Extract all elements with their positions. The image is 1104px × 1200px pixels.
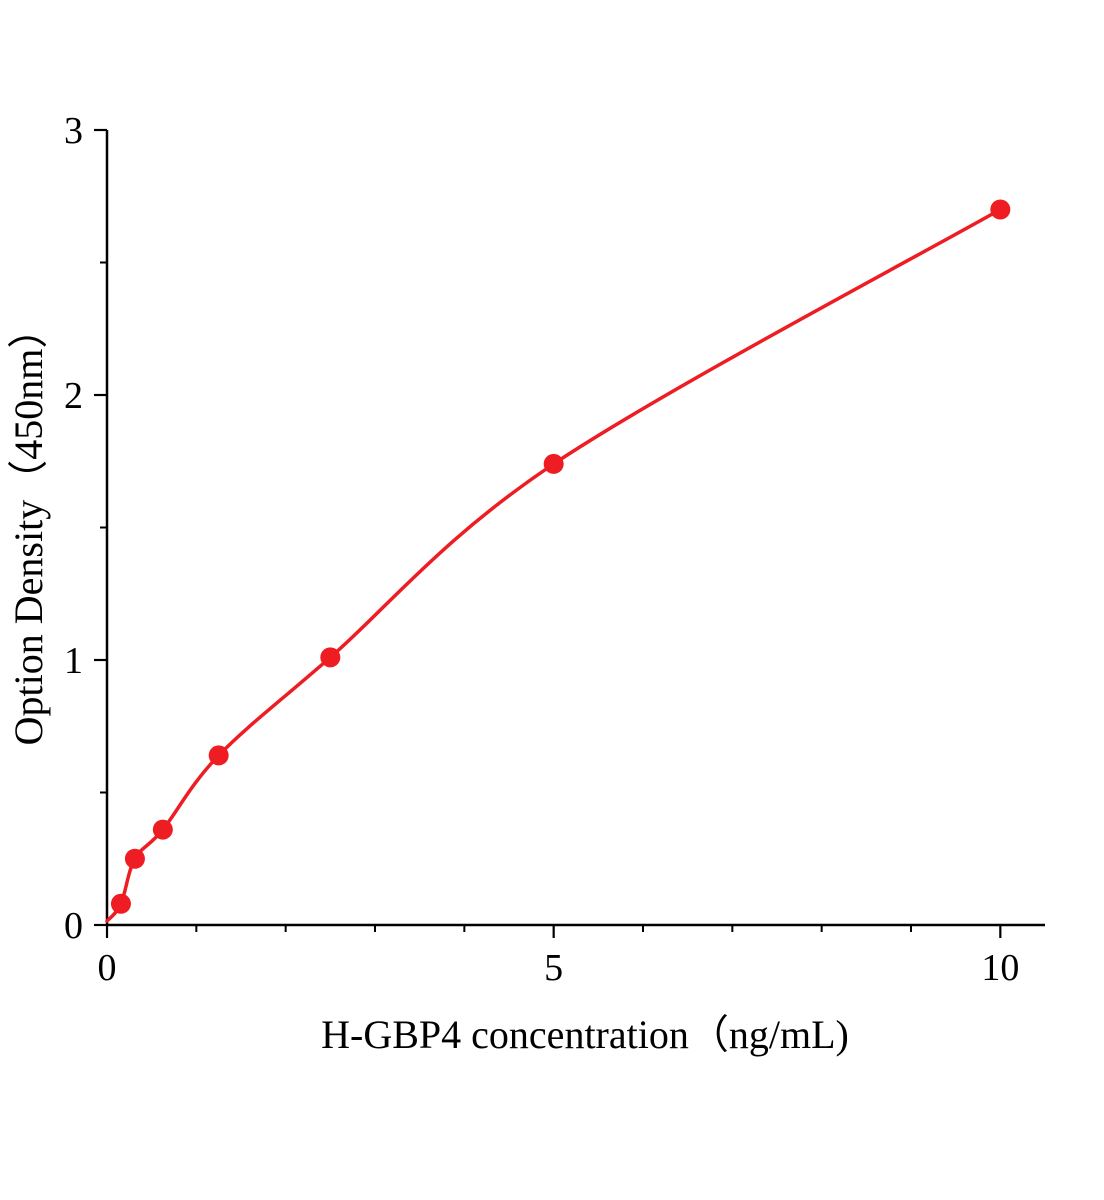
x-tick-label: 10 [981, 947, 1019, 989]
y-axis-label: Option Density（450nm） [6, 309, 51, 746]
data-point [543, 453, 564, 474]
data-point [110, 893, 131, 914]
fit-curve-line [105, 207, 1003, 923]
data-point [320, 647, 341, 668]
axis-tick-labels: 0 5 10 0 1 2 3 [64, 110, 1019, 989]
data-point-markers [110, 199, 1011, 914]
x-tick-label: 0 [98, 947, 117, 989]
x-tick-label: 5 [544, 947, 563, 989]
data-point [208, 745, 229, 766]
y-tick-label: 2 [64, 375, 83, 417]
data-point [990, 199, 1011, 220]
axes [105, 130, 1045, 927]
y-tick-label: 3 [64, 110, 83, 152]
y-tick-label: 1 [64, 640, 83, 682]
axis-major-ticks [94, 128, 1002, 938]
data-point [124, 848, 145, 869]
data-point [152, 819, 173, 840]
axis-minor-ticks [100, 261, 912, 932]
y-tick-label: 0 [64, 905, 83, 947]
x-axis-label: H-GBP4 concentration（ng/mL) [321, 1012, 849, 1057]
